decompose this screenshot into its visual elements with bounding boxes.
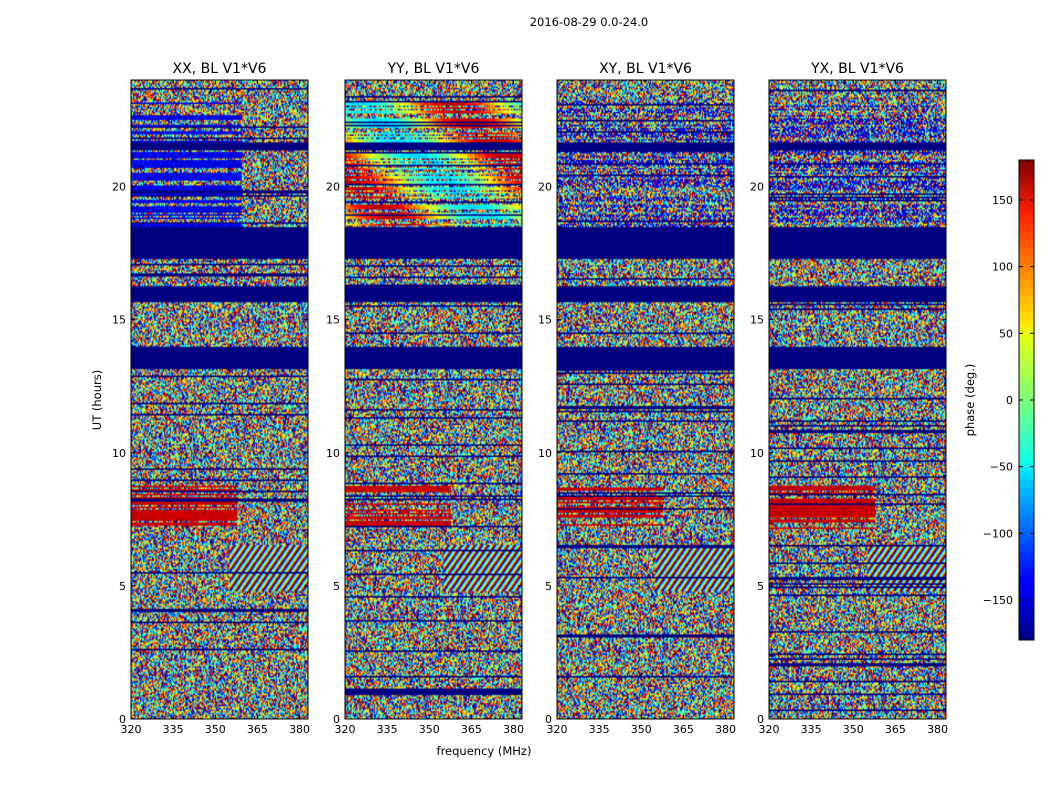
panel-title: XX, BL V1*V6 [173, 61, 267, 77]
y-tick-label: 10 [538, 447, 552, 460]
panel-3: XY, BL V1*V6 320 335 350 365 380 0 5 10 15 20 [538, 61, 736, 736]
colorbar-tick-label: 100 [992, 261, 1013, 274]
colorbar: 150 100 50 0 −50 −100 −150 phase (deg.) [963, 159, 1035, 641]
colorbar-tick-label: 50 [999, 327, 1013, 340]
colorbar-ticks: 150 100 50 0 −50 −100 −150 [983, 194, 1034, 607]
heatmap-image [131, 80, 308, 719]
colorbar-tick-label: −100 [983, 527, 1013, 540]
x-tick-label: 320 [759, 723, 780, 736]
x-tick-label: 350 [205, 723, 226, 736]
x-tick-label: 365 [885, 723, 906, 736]
y-tick-label: 0 [757, 713, 764, 726]
x-axis-label: frequency (MHz) [437, 744, 532, 758]
panel-frame [130, 79, 309, 720]
heatmap-image [557, 80, 734, 719]
y-tick-label: 0 [545, 713, 552, 726]
y-tick-label: 10 [326, 447, 340, 460]
panel-1: XX, BL V1*V6 320 335 350 365 380 0 5 10 15 20 [112, 61, 310, 736]
x-tick-label: 380 [715, 723, 736, 736]
colorbar-tick-label: −150 [983, 594, 1013, 607]
y-tick-label: 0 [119, 713, 126, 726]
y-tick-label: 0 [333, 713, 340, 726]
panel-title: YX, BL V1*V6 [810, 61, 904, 77]
x-tick-label: 335 [163, 723, 184, 736]
x-tick-label: 335 [589, 723, 610, 736]
heatmap-image [769, 80, 946, 719]
heatmap-image [345, 80, 522, 719]
panel-frame [556, 79, 735, 720]
x-tick-label: 320 [547, 723, 568, 736]
colorbar-label: phase (deg.) [963, 364, 977, 437]
panel-title: YY, BL V1*V6 [387, 61, 480, 77]
y-tick-label: 10 [112, 447, 126, 460]
y-tick-label: 20 [750, 181, 764, 194]
colorbar-tick-label: −50 [990, 461, 1013, 474]
y-tick-label: 15 [326, 314, 340, 327]
colorbar-tick-label: 150 [992, 194, 1013, 207]
y-tick-label: 20 [326, 181, 340, 194]
x-tick-label: 380 [927, 723, 948, 736]
x-tick-label: 350 [843, 723, 864, 736]
x-tick-label: 350 [631, 723, 652, 736]
figure-title: 2016-08-29 0.0-24.0 [530, 15, 649, 29]
y-tick-label: 10 [750, 447, 764, 460]
x-tick-label: 380 [289, 723, 310, 736]
y-axis-label: UT (hours) [90, 370, 104, 430]
x-tick-label: 365 [673, 723, 694, 736]
panel-title: XY, BL V1*V6 [599, 61, 692, 77]
y-tick-label: 5 [119, 580, 126, 593]
y-tick-label: 15 [750, 314, 764, 327]
y-tick-label: 5 [333, 580, 340, 593]
panel-4: YX, BL V1*V6 320 335 350 365 380 0 5 10 15 20 [750, 61, 948, 736]
y-tick-label: 20 [538, 181, 552, 194]
y-tick-label: 15 [112, 314, 126, 327]
x-tick-label: 320 [335, 723, 356, 736]
y-tick-label: 15 [538, 314, 552, 327]
colorbar-tick-label: 0 [1006, 394, 1013, 407]
x-tick-label: 350 [419, 723, 440, 736]
y-tick-label: 5 [545, 580, 552, 593]
panel-2: YY, BL V1*V6 320 335 350 365 380 0 5 10 15 20 [326, 61, 524, 736]
x-tick-label: 320 [121, 723, 142, 736]
panel-frame [344, 79, 523, 720]
x-tick-label: 380 [503, 723, 524, 736]
x-tick-label: 365 [247, 723, 268, 736]
x-tick-label: 335 [377, 723, 398, 736]
x-tick-label: 365 [461, 723, 482, 736]
y-tick-label: 5 [757, 580, 764, 593]
y-tick-label: 20 [112, 181, 126, 194]
x-tick-label: 335 [801, 723, 822, 736]
panel-frame [768, 79, 947, 720]
